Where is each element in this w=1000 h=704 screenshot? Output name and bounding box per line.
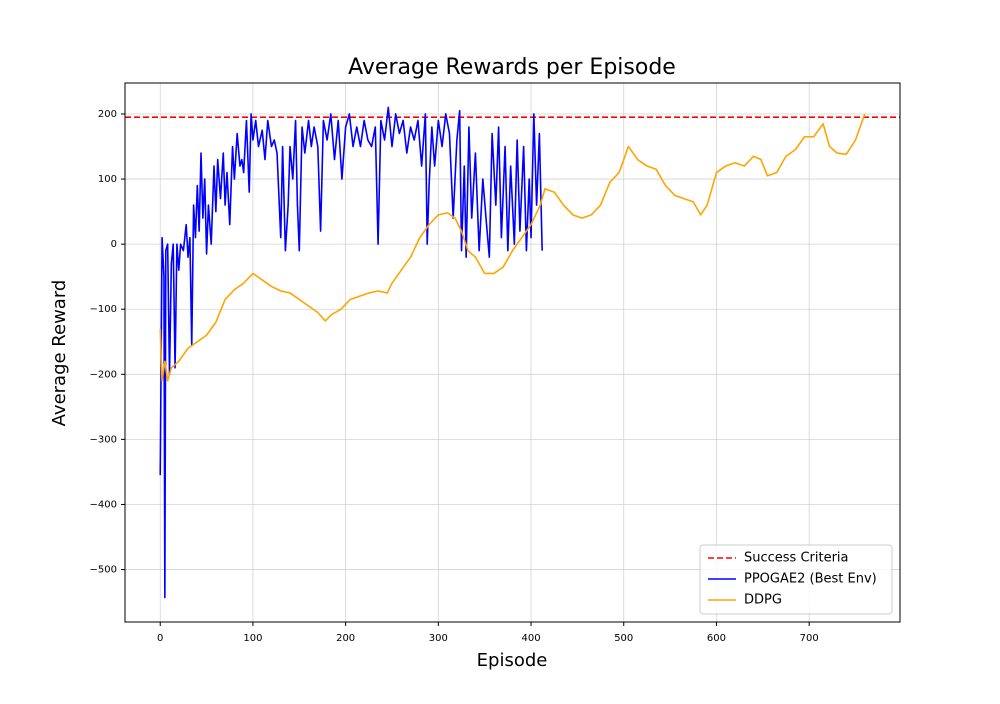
- x-tick-label: 400: [521, 633, 540, 644]
- x-tick-label: 500: [614, 633, 633, 644]
- y-axis-label: Average Reward: [49, 280, 70, 427]
- x-tick-label: 700: [800, 633, 819, 644]
- legend-label: Success Criteria: [744, 551, 849, 566]
- y-tick-label: −200: [90, 369, 117, 380]
- y-tick-label: 100: [98, 174, 117, 185]
- legend-box: [699, 544, 893, 615]
- y-tick-label: −500: [90, 565, 117, 576]
- x-axis-label: Episode: [477, 650, 548, 671]
- plot-area: [125, 106, 900, 599]
- y-tick-label: 200: [98, 109, 117, 120]
- y-tick-label: −300: [90, 434, 117, 445]
- series-line: [159, 106, 543, 599]
- legend-label: PPOGAE2 (Best Env): [744, 572, 877, 587]
- ticks: 0 100 200 300 400 500 600 700 −500 −400 −300 −200 −1…: [90, 109, 819, 644]
- grid: [125, 83, 900, 622]
- y-tick-label: −400: [90, 499, 117, 510]
- legend: Success Criteria PPOGAE2 (Best Env) DDPG: [699, 544, 893, 615]
- legend-label: DDPG: [744, 593, 782, 608]
- x-tick-label: 100: [243, 633, 262, 644]
- chart-title: Average Rewards per Episode: [348, 55, 676, 80]
- series-line: [159, 113, 866, 382]
- axes-frame: [124, 82, 901, 623]
- x-tick-label: 0: [157, 633, 163, 644]
- x-tick-label: 600: [707, 633, 726, 644]
- x-tick-label: 300: [429, 633, 448, 644]
- x-tick-label: 200: [336, 633, 355, 644]
- y-tick-label: 0: [111, 239, 117, 250]
- y-tick-label: −100: [90, 304, 117, 315]
